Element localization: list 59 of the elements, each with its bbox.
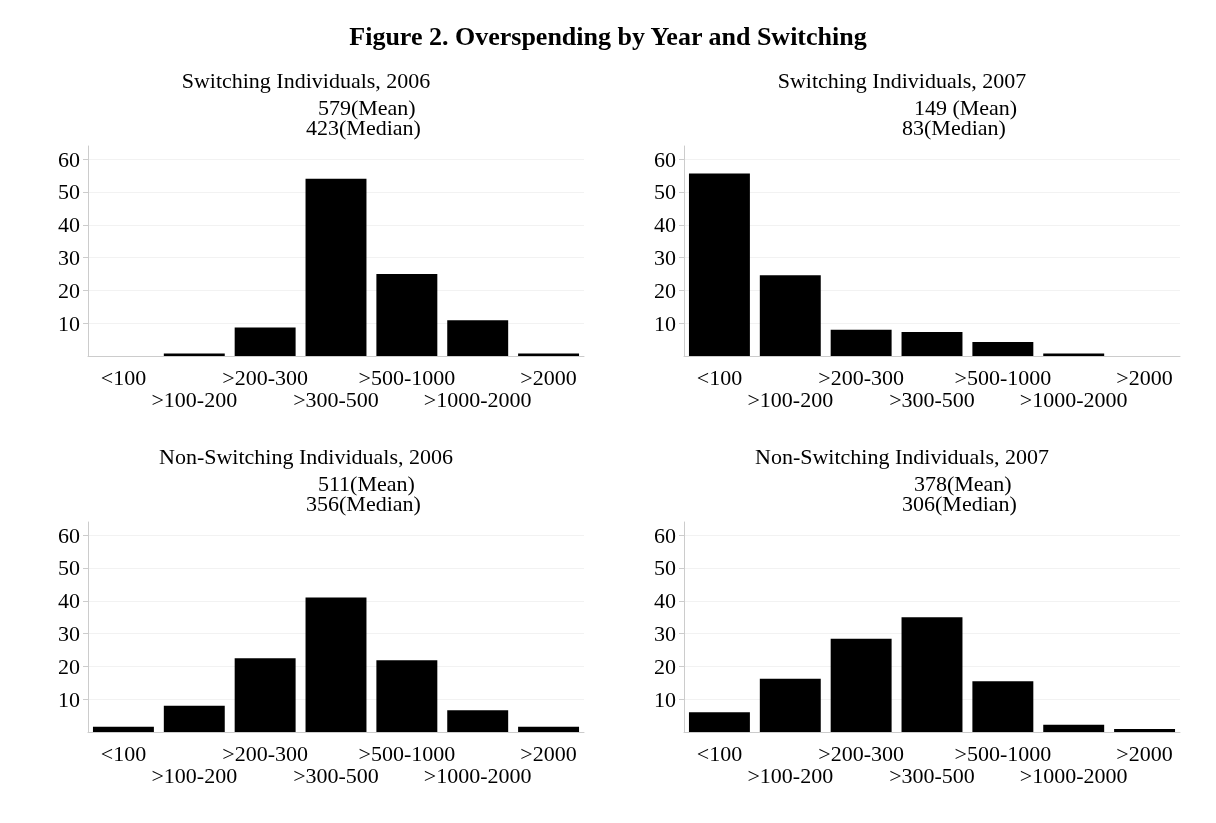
y-tick-label: 40 (58, 212, 80, 238)
y-tick-label: 60 (58, 146, 80, 172)
y-tick-label: 40 (654, 588, 676, 614)
bar (972, 341, 1034, 356)
y-tick-label: 40 (654, 212, 676, 238)
bar (972, 681, 1034, 732)
y-tick-label: 30 (58, 245, 80, 271)
y-tick-label: 60 (654, 146, 676, 172)
y-tick-label: 50 (654, 555, 676, 581)
y-tick-label: 20 (58, 653, 80, 679)
bar (305, 178, 367, 356)
bar (163, 353, 225, 356)
bar (163, 705, 225, 732)
y-tick-label: 30 (654, 621, 676, 647)
chart-title: Switching Individuals, 2006 (181, 67, 431, 93)
bar (759, 275, 821, 356)
bar (447, 710, 509, 732)
y-tick-label: 50 (58, 555, 80, 581)
y-tick-label: 50 (654, 179, 676, 205)
bar (518, 726, 580, 732)
y-tick-label: 10 (654, 310, 676, 336)
x-tick-label: <100 (696, 364, 743, 390)
x-tick-label: <100 (696, 740, 743, 766)
y-tick-label: 20 (58, 277, 80, 303)
bar (688, 712, 750, 732)
bar (1043, 724, 1105, 732)
bar (1114, 729, 1176, 732)
bar (376, 660, 438, 732)
y-tick-label: 40 (58, 588, 80, 614)
text: Figure 2. Overspending by Year and Switching (348, 21, 868, 53)
bar (447, 320, 509, 356)
bar (234, 658, 296, 732)
x-tick-label: <100 (100, 364, 147, 390)
y-tick-label: 60 (654, 522, 676, 548)
chart-title: Switching Individuals, 2007 (777, 67, 1027, 93)
y-tick-label: 60 (58, 522, 80, 548)
bar (376, 273, 438, 356)
bar (518, 353, 580, 356)
y-tick-label: 20 (654, 277, 676, 303)
y-tick-label: 50 (58, 179, 80, 205)
bar (305, 597, 367, 732)
bar (830, 329, 892, 356)
bar (92, 726, 154, 732)
bar (901, 332, 963, 356)
bar (901, 617, 963, 732)
y-tick-label: 30 (654, 245, 676, 271)
chart-title: Non-Switching Individuals, 2007 (755, 443, 1049, 469)
y-tick-label: 30 (58, 621, 80, 647)
bar (759, 678, 821, 732)
y-tick-label: 10 (58, 686, 80, 712)
bar (688, 173, 750, 356)
chart-title: Non-Switching Individuals, 2006 (159, 443, 453, 469)
bar (1043, 353, 1105, 356)
bar (234, 327, 296, 356)
bar (830, 638, 892, 732)
y-tick-label: 10 (58, 310, 80, 336)
y-tick-label: 20 (654, 653, 676, 679)
x-tick-label: <100 (100, 740, 147, 766)
y-tick-label: 10 (654, 686, 676, 712)
